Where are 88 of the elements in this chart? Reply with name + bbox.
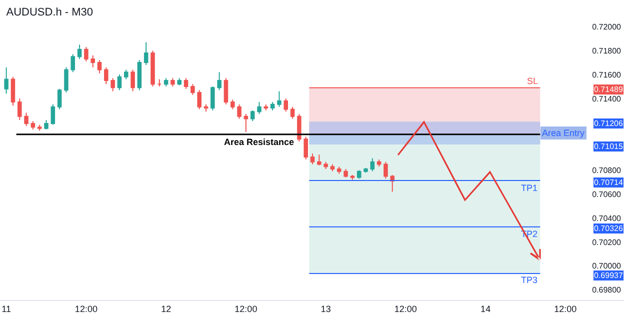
x-tick-label: 12:00 [554,304,577,314]
x-tick-label: 12:00 [234,304,258,314]
x-tick-label: 12:00 [394,304,417,314]
candlestick [57,88,62,110]
annotation: 0.71489 [594,85,624,94]
candlestick [37,124,42,132]
candlestick [356,170,362,180]
candlestick [157,78,162,87]
candlestick [137,60,142,91]
band-label: Area Entry [542,128,586,138]
annotation: 0.71206 [594,119,624,128]
ref-line-label: TP1 [521,183,538,193]
candlestick [24,112,28,126]
candlestick [104,66,108,85]
candlestick [317,154,322,166]
y-tick-label: 0.70800 [592,166,622,176]
candlestick [70,54,76,73]
candlestick [230,99,235,110]
candlestick [64,66,68,93]
candlestick [164,78,168,87]
candlestick [18,98,22,120]
x-tick-label: 13 [320,304,331,314]
candlestick [130,69,135,92]
candlestick [364,167,368,174]
y-tick-label: 0.71800 [592,46,622,56]
candlestick [344,168,348,178]
annotation: 0.69937 [594,271,624,280]
annotation: 0.70326 [594,224,624,233]
candlestick [144,42,148,66]
ref-line-label: TP3 [521,275,538,285]
candlestick [350,174,355,180]
candlestick [177,78,182,86]
candlestick [290,106,295,120]
candlestick [150,50,155,87]
candlestick [204,104,208,112]
candlestick [284,98,288,112]
y-tick-label: 0.70000 [592,262,622,271]
candlestick [324,161,328,170]
candlestick [297,114,302,142]
x-tick-label: 14 [480,304,491,314]
candlestick [90,54,95,68]
candlestick [77,44,82,60]
candlestick [370,158,375,172]
ref-line-label: Area Resistance [224,137,294,147]
candlestick [304,136,308,160]
candlestick [4,66,8,94]
candlestick [244,114,248,132]
annotation: 0.70714 [594,178,624,187]
candlestick [217,72,222,91]
y-tick-label: 0.69800 [592,286,622,295]
y-tick-label: 0.72000 [592,22,622,32]
candlestick [170,78,175,87]
candlestick [277,90,282,108]
candlestick [250,110,255,122]
candlestick [384,161,388,180]
y-tick-label: 0.70400 [592,214,622,223]
candlestick [44,119,48,130]
candlestick [50,104,56,126]
candlestick [117,74,122,91]
y-tick-label: 0.71600 [592,70,622,80]
candlestick [184,78,188,90]
annotation: 0.71015 [594,142,624,151]
candlestick [210,86,215,111]
candlestick [310,152,315,165]
candlestick [336,166,342,174]
candlestick [330,164,335,172]
candlestick [270,102,275,111]
candlestick [110,78,115,92]
x-tick-label: 12 [161,304,172,314]
ref-line-label: SL [527,76,538,86]
y-tick-label: 0.71400 [592,94,622,104]
candlestick [257,102,262,114]
candlestick [10,76,16,106]
candlestick [264,104,268,111]
candlestick [30,120,36,130]
candlestick [376,158,382,168]
candlestick [237,104,242,120]
candlestick [190,84,195,96]
y-tick-label: 0.70600 [592,190,622,199]
candlestick [97,60,102,74]
candlestick [124,69,128,80]
x-tick-label: 11 [2,304,11,314]
candlestick [224,78,228,105]
candlestick [197,90,202,110]
y-tick-label: 0.70200 [592,238,622,247]
text: AUDUSD.h - M30 [6,6,94,19]
candlestick [84,46,88,62]
x-tick-label: 12:00 [74,304,98,314]
